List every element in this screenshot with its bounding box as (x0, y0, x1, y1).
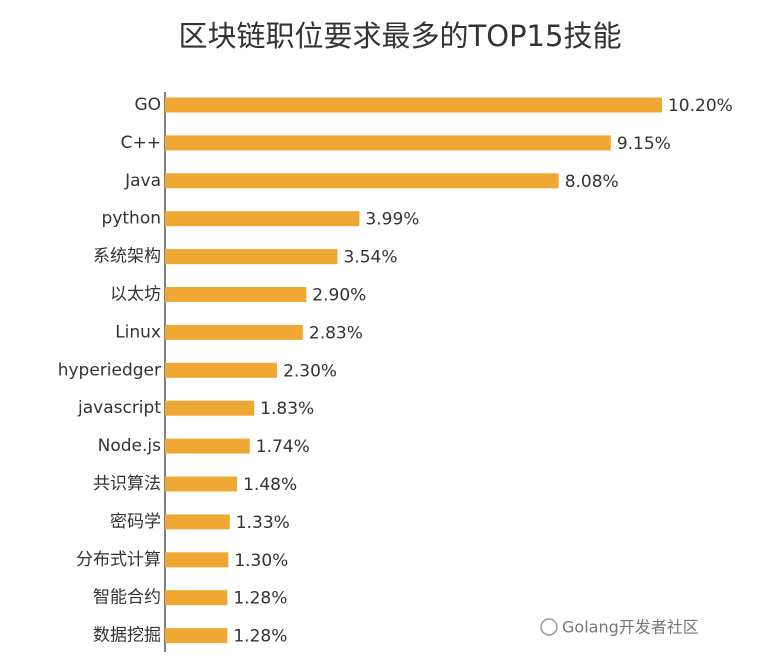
bar (165, 135, 611, 151)
y-tick-label: python (102, 209, 161, 229)
bar (165, 97, 662, 113)
y-tick-label: 以太坊 (110, 285, 161, 305)
y-tick-label: Node.js (98, 436, 161, 456)
value-label: 9.15% (617, 134, 671, 154)
y-tick-label: 智能合约 (93, 588, 161, 608)
y-tick-label: hyperiedger (58, 360, 161, 380)
value-label: 8.08% (565, 172, 619, 192)
value-label: 1.74% (256, 437, 310, 457)
bar (165, 590, 228, 606)
bar (165, 287, 307, 302)
value-label: 2.90% (312, 286, 366, 306)
value-label: 3.99% (365, 210, 419, 230)
watermark-icon (540, 618, 558, 636)
value-label: 3.54% (343, 248, 397, 268)
bar (165, 362, 278, 378)
y-tick-label: Linux (115, 322, 161, 342)
y-tick-label: 共识算法 (93, 474, 161, 494)
bar (165, 249, 338, 265)
bar (165, 628, 228, 644)
chart-title: 区块链职位要求最多的TOP15技能 (179, 19, 622, 53)
watermark: Golang开发者社区 (540, 618, 699, 637)
value-label: 1.48% (243, 475, 297, 495)
y-tick-label: 系统架构 (93, 247, 161, 267)
value-label: 1.83% (260, 399, 314, 419)
bar (165, 211, 360, 227)
y-tick-label: GO (134, 95, 161, 115)
bar (165, 438, 250, 454)
bar (165, 173, 559, 189)
y-tick-label: 分布式计算 (76, 550, 161, 570)
value-label: 1.28% (233, 589, 287, 609)
value-label: 1.30% (234, 551, 288, 571)
value-label: 1.28% (233, 627, 287, 647)
bar (165, 552, 229, 568)
watermark-text: Golang开发者社区 (562, 618, 699, 637)
y-tick-label: Java (124, 171, 161, 191)
y-tick-label: 数据挖掘 (93, 626, 161, 646)
bar (165, 514, 230, 530)
value-label: 10.20% (668, 96, 733, 116)
value-label: 2.83% (309, 323, 363, 343)
bar (165, 476, 238, 492)
value-label: 2.30% (283, 361, 337, 381)
y-tick-label: C++ (121, 133, 161, 153)
bar (165, 324, 303, 340)
value-label: 1.33% (236, 513, 290, 533)
y-tick-label: 密码学 (110, 512, 161, 532)
bar (165, 400, 255, 416)
y-tick-label: javascript (77, 398, 161, 418)
